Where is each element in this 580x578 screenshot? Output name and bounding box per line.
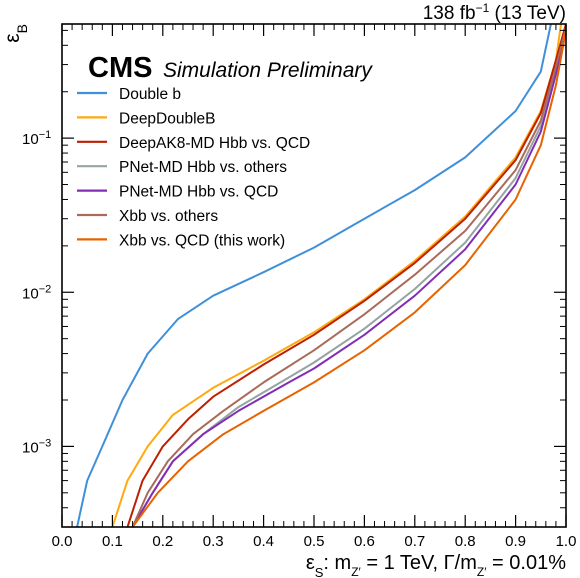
x-tick-label: 0.1	[102, 533, 123, 550]
legend-label-4: PNet-MD Hbb vs. others	[119, 159, 287, 176]
legend-label-2: DeepDoubleB	[119, 110, 216, 127]
series-line-2	[111, 24, 562, 527]
y-tick-label: 10−1	[22, 129, 51, 148]
x-tick-label: 0.0	[52, 533, 73, 550]
x-tick-label: 0.9	[505, 533, 526, 550]
legend-label-7: Xbb vs. QCD (this work)	[119, 232, 285, 249]
x-tick-label: 0.3	[203, 533, 224, 550]
y-tick-label: 10−3	[22, 437, 51, 456]
x-tick-label: 0.8	[455, 533, 476, 550]
x-axis-label: εS: mZ′ = 1 TeV, Γ/mZ′ = 0.01%	[306, 552, 566, 578]
simulation-preliminary-label: Simulation Preliminary	[163, 59, 373, 82]
series-line-7	[131, 30, 566, 527]
series-line-3	[126, 24, 566, 527]
series-group	[76, 24, 566, 527]
series-line-5	[131, 30, 566, 527]
x-tick-label: 0.4	[253, 533, 274, 550]
legend-label-3: DeepAK8-MD Hbb vs. QCD	[119, 135, 310, 152]
series-line-4	[131, 30, 566, 527]
series-line-1	[76, 24, 552, 527]
x-tick-label: 0.7	[404, 533, 425, 550]
legend-label-5: PNet-MD Hbb vs. QCD	[119, 184, 278, 201]
x-tick-label: 0.2	[152, 533, 173, 550]
legend-label-6: Xbb vs. others	[119, 208, 218, 225]
series-line-6	[131, 27, 566, 527]
x-tick-label: 0.5	[304, 533, 325, 550]
x-tick-label: 1.0	[556, 533, 577, 550]
y-tick-label: 10−2	[22, 283, 51, 302]
y-axis-label: εB	[1, 24, 30, 43]
lumi-label: 138 fb−1 (13 TeV)	[423, 1, 566, 24]
legend-label-1: Double b	[119, 86, 181, 103]
x-tick-label: 0.6	[354, 533, 375, 550]
cms-label: CMS	[88, 52, 152, 84]
